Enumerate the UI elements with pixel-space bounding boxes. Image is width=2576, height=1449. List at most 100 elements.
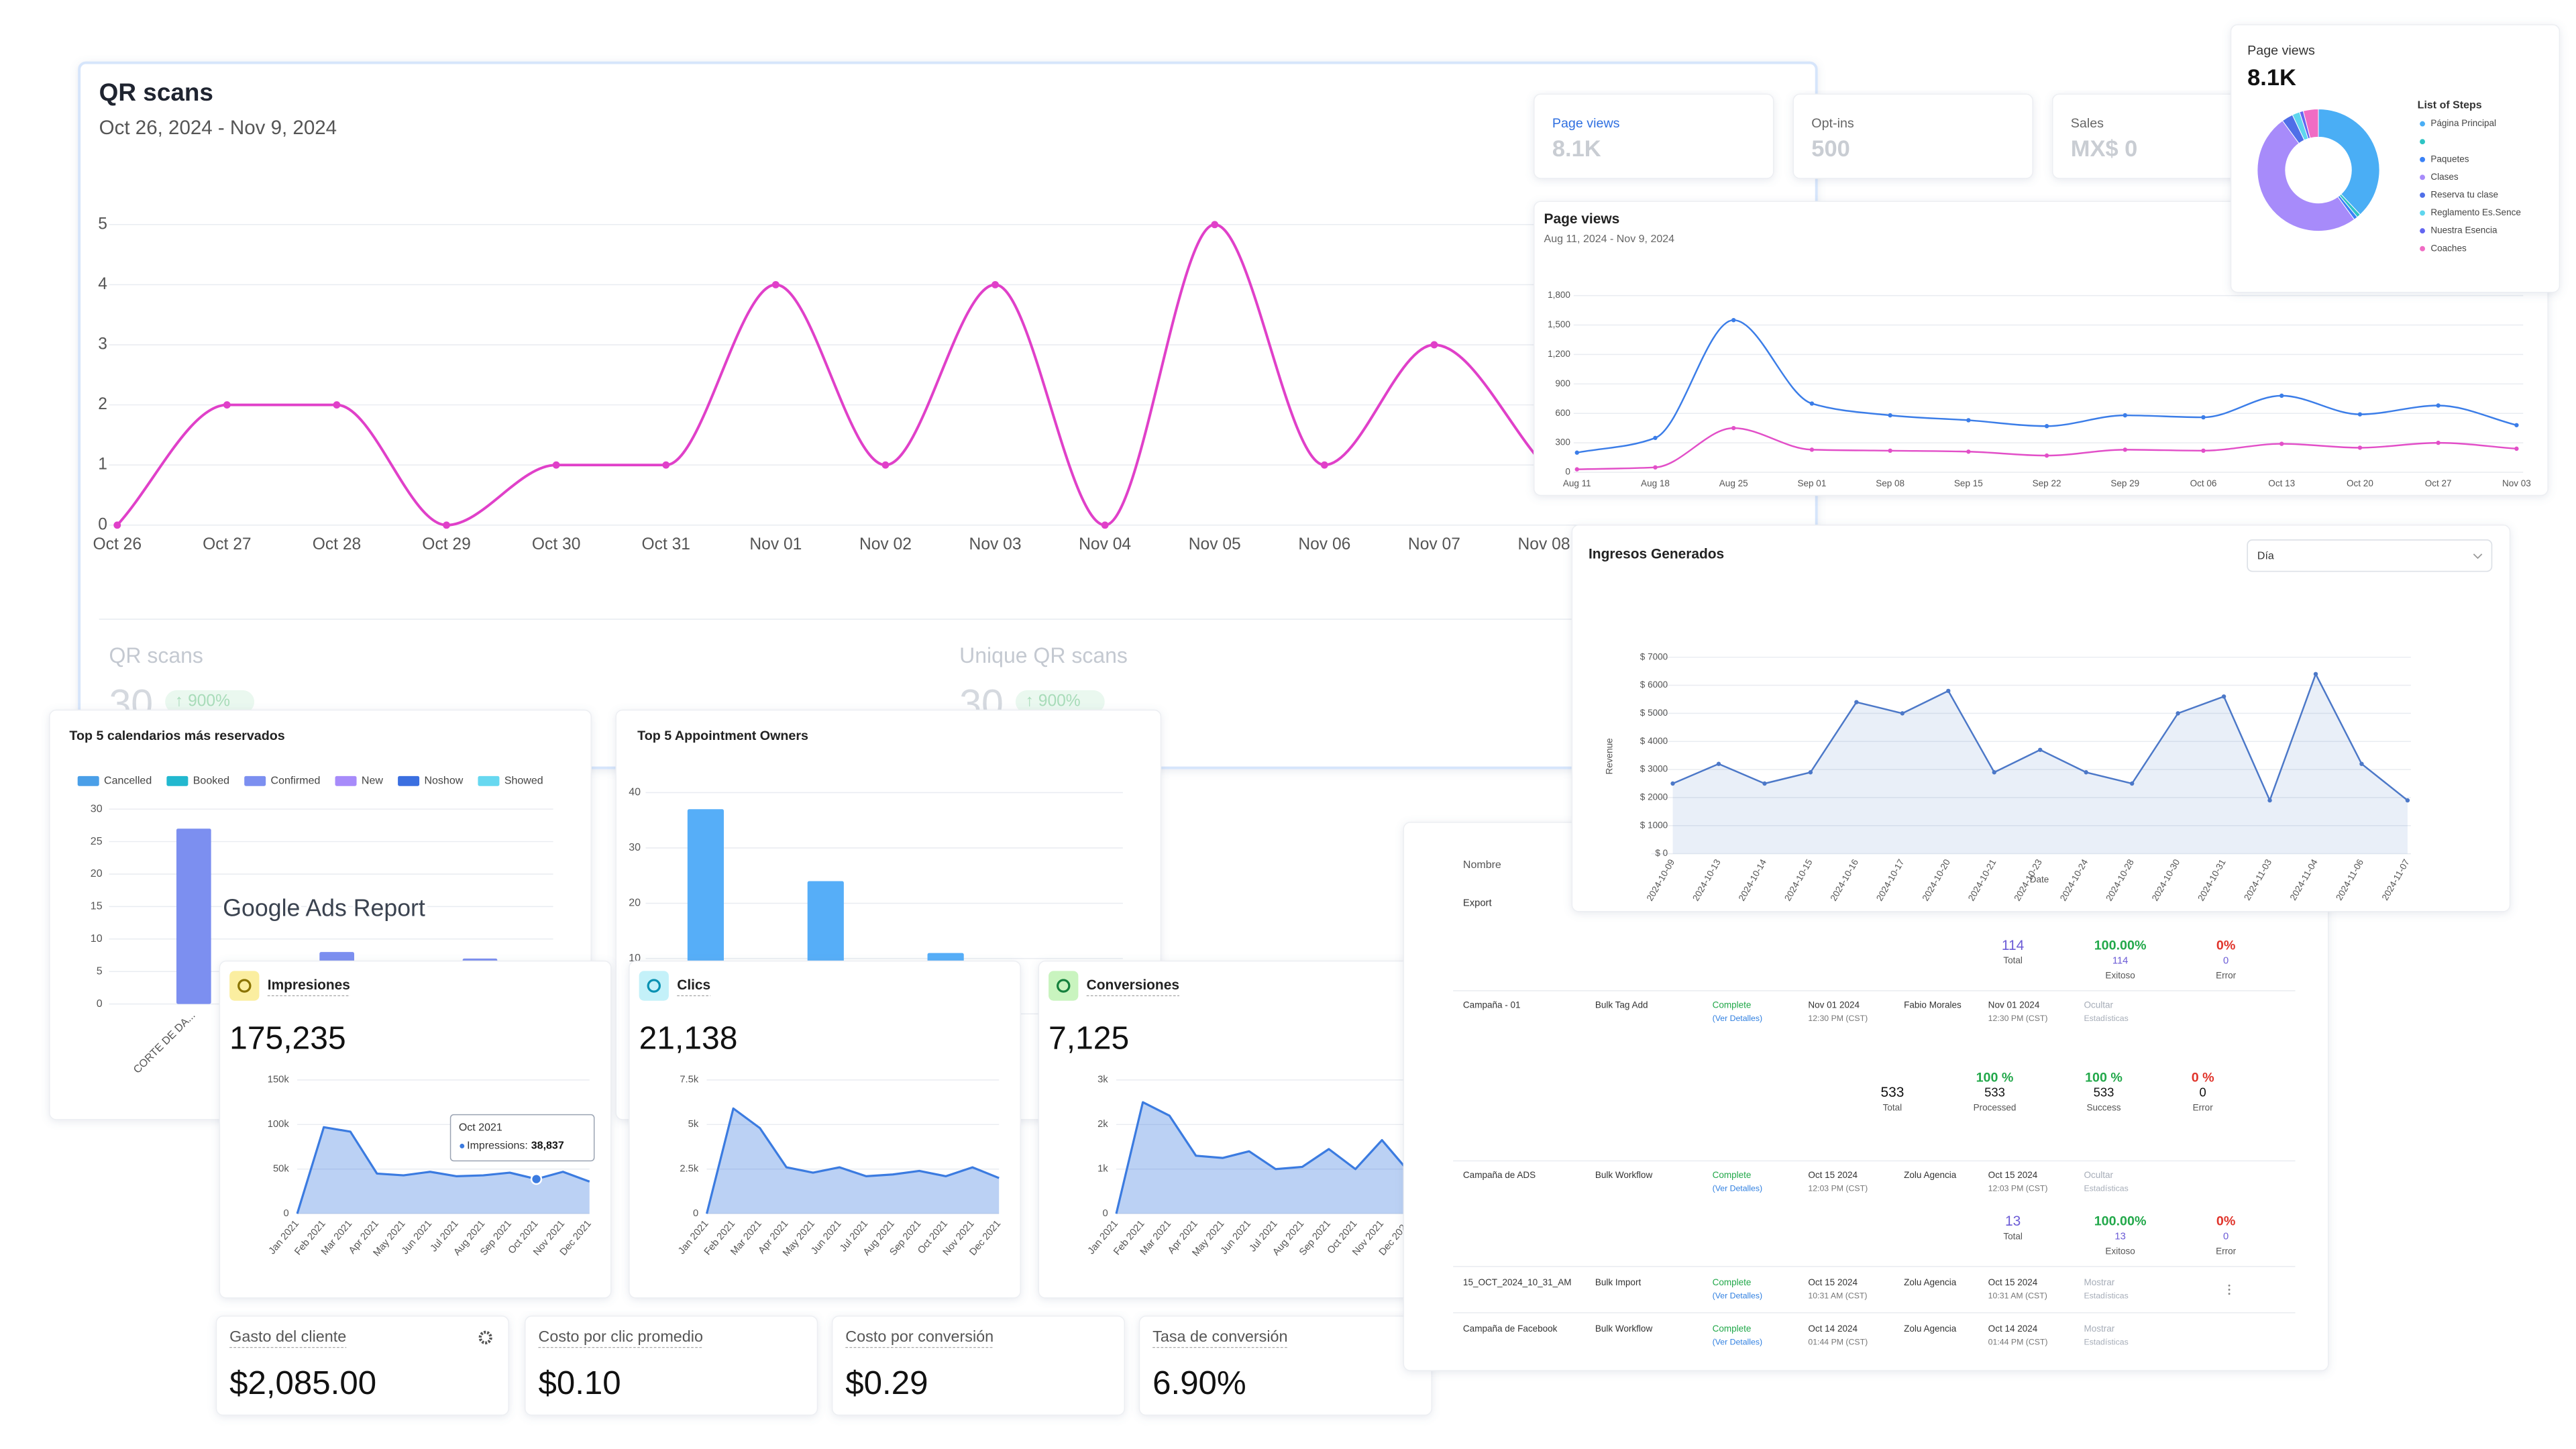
- chart-total: 8.1K: [2247, 65, 2296, 91]
- stat-change: ↑ 900%: [1026, 692, 1081, 710]
- stat-percent: 100.00%: [2094, 1214, 2147, 1229]
- y-tick-label: 4: [98, 275, 107, 293]
- point: [1574, 450, 1579, 455]
- legend-dot: [2420, 174, 2426, 180]
- cell: Nov 01 2024: [1808, 1000, 1860, 1010]
- stat-value: 8.1K: [1552, 136, 1601, 162]
- y-tick-label: 300: [1555, 437, 1570, 447]
- point: [2176, 711, 2180, 716]
- cell: Mostrar: [2084, 1324, 2114, 1334]
- slice: [2302, 108, 2319, 139]
- x-tick-label: Nov 03: [969, 535, 1022, 553]
- x-tick-label: Oct 28: [313, 535, 361, 553]
- legend-label: Confirmed: [271, 775, 321, 787]
- slice: [2257, 120, 2355, 232]
- stat-label: QR scans: [109, 643, 203, 667]
- y-tick-label: 900: [1555, 378, 1570, 388]
- kpi-label: Costo por conversión: [845, 1328, 994, 1345]
- line: [705, 1107, 1000, 1214]
- x-axis-label: Date: [2030, 875, 2049, 885]
- cell-sub: 12:30 PM (CST): [1988, 1014, 2048, 1023]
- cell: Zolu Agencia: [1904, 1324, 1957, 1334]
- point: [2279, 393, 2284, 398]
- stat-value: 13: [2114, 1232, 2125, 1242]
- cell: Campaña de ADS: [1463, 1170, 1536, 1180]
- y-tick-label: $ 3000: [1640, 764, 1668, 774]
- point: [223, 401, 231, 409]
- stat-label: Error: [2216, 1246, 2237, 1256]
- y-tick-label: 30: [91, 803, 103, 814]
- x-tick-label: Oct 30: [532, 535, 581, 553]
- y-tick-label: 1,200: [1548, 349, 1570, 359]
- y-tick-label: 1,500: [1548, 319, 1570, 329]
- stat-label: Total: [2003, 1231, 2023, 1241]
- area: [1116, 1102, 1409, 1214]
- point: [2201, 448, 2206, 453]
- y-tick-label: 7.5k: [680, 1075, 699, 1085]
- legend-label: Reglamento Es.Sence: [2430, 207, 2520, 217]
- point: [2201, 415, 2206, 420]
- stat-value: 114: [2112, 956, 2129, 967]
- kpi-card: [215, 1316, 509, 1416]
- chart-title: Page views: [2247, 44, 2315, 58]
- kpi-value: $0.29: [845, 1364, 928, 1401]
- point: [1574, 467, 1579, 472]
- point: [1808, 770, 1813, 775]
- y-tick-label: 10: [91, 933, 103, 945]
- slice: [2318, 108, 2380, 215]
- point: [2279, 441, 2284, 446]
- menu-dot: [2228, 1284, 2231, 1287]
- stat-value: 0: [2200, 1085, 2206, 1099]
- chart-title: Page views: [1544, 211, 1620, 227]
- y-tick-label: 0: [98, 515, 107, 533]
- x-tick-label: Nov 08: [1518, 535, 1570, 553]
- y-tick-label: 5k: [688, 1119, 699, 1130]
- stat-card: [1534, 93, 1774, 179]
- stat-percent: 0%: [2216, 1214, 2235, 1229]
- y-tick-label: 2k: [1097, 1119, 1108, 1130]
- x-tick-label: Aug 11: [1563, 478, 1591, 488]
- point: [1653, 435, 1658, 440]
- x-tick-label: Oct 29: [422, 535, 471, 553]
- cell: Mostrar: [2084, 1277, 2114, 1287]
- x-tick-label: Oct 06: [2190, 478, 2217, 488]
- stat-percent: 0%: [2216, 938, 2235, 953]
- point: [2313, 672, 2318, 677]
- chart-subtitle: Aug 11, 2024 - Nov 9, 2024: [1544, 233, 1675, 245]
- stat-label: Error: [2216, 970, 2237, 980]
- point: [2357, 412, 2363, 417]
- point: [2044, 424, 2049, 429]
- y-tick-label: 0: [97, 998, 103, 1010]
- highlight-point: [530, 1173, 543, 1185]
- point: [1809, 447, 1815, 452]
- legend-label: Showed: [504, 775, 543, 787]
- point: [1101, 521, 1109, 529]
- stat-value: 533: [2094, 1085, 2114, 1099]
- cell-sub: 12:03 PM (CST): [1808, 1184, 1868, 1193]
- cell-sub: (Ver Detalles): [1713, 1291, 1763, 1301]
- stat-change: ↑ 900%: [175, 692, 230, 710]
- point: [2123, 447, 2127, 452]
- cell: Fabio Morales: [1904, 1000, 1962, 1010]
- y-tick-label: 1: [98, 455, 107, 474]
- x-tick-label: Oct 27: [2425, 478, 2452, 488]
- point: [1900, 711, 1905, 716]
- legend-dot: [2420, 193, 2426, 198]
- cell: Oct 15 2024: [1988, 1170, 2038, 1180]
- point: [2084, 770, 2088, 775]
- point: [991, 280, 999, 288]
- kpi-value: $2,085.00: [229, 1364, 376, 1401]
- point: [1430, 341, 1438, 349]
- point: [2038, 747, 2043, 752]
- cell: Complete: [1713, 1170, 1752, 1180]
- point: [881, 461, 890, 469]
- stat-card: [1792, 93, 2033, 179]
- cell: Oct 15 2024: [1808, 1277, 1858, 1287]
- y-tick-label: 150k: [268, 1075, 290, 1085]
- x-tick-label: Sep 15: [1954, 478, 1983, 488]
- stat-label: Exitoso: [2105, 970, 2135, 980]
- stat-value: 0: [2223, 1232, 2229, 1242]
- line: [1115, 1101, 1409, 1214]
- point: [1731, 317, 1736, 323]
- point: [2436, 403, 2440, 408]
